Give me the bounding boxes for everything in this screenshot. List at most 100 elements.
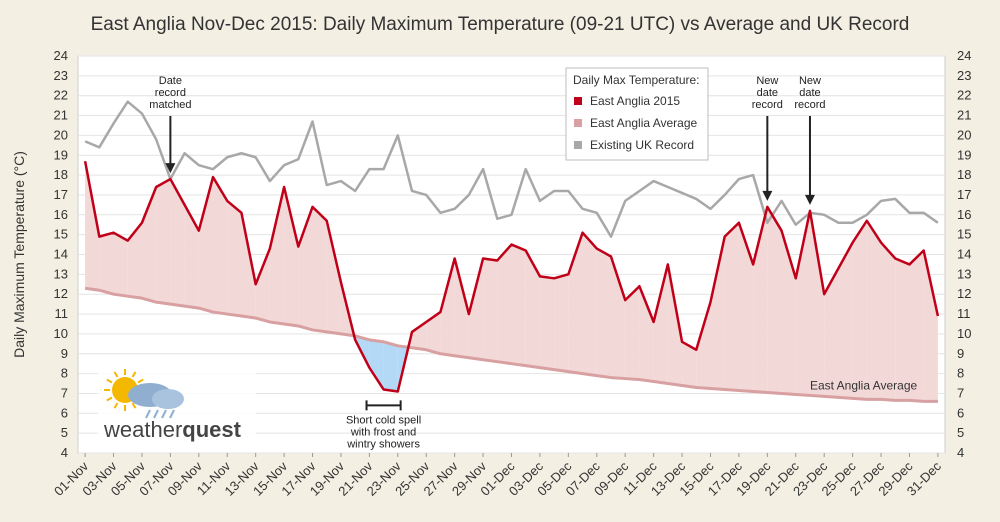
y-tick-label-left: 22: [54, 88, 68, 103]
y-tick-label-left: 10: [54, 326, 68, 341]
anomaly-fill: [454, 258, 469, 358]
anomaly-fill: [582, 232, 597, 376]
anomaly-fill: [625, 286, 640, 380]
y-tick-label-left: 4: [61, 445, 68, 460]
annotation-label: record: [794, 99, 825, 111]
sun-ray: [106, 396, 113, 402]
annotation-label: record: [752, 99, 783, 111]
series-line-2015: [83, 160, 940, 393]
legend-entry: Existing UK Record: [590, 138, 694, 152]
annotation-label: Short cold spell: [346, 414, 421, 426]
anomaly-fill: [383, 341, 398, 392]
anomaly-fill: [326, 220, 341, 334]
anomaly-fill: [198, 177, 214, 313]
anomaly-fill: [866, 220, 882, 400]
y-tick-label-left: 19: [54, 147, 68, 162]
anomaly-fill: [653, 264, 668, 384]
legend-box: [565, 67, 709, 161]
y-tick-label-right: 15: [957, 227, 971, 242]
anomaly-fill: [667, 264, 683, 386]
legend-swatch: [574, 119, 582, 127]
y-tick-label-right: 21: [957, 108, 971, 123]
anomaly-fill: [838, 242, 853, 399]
sun-ray: [131, 371, 137, 378]
annotation-label: matched: [149, 99, 191, 111]
anomaly-fill: [824, 268, 839, 398]
anomaly-fill: [369, 339, 384, 390]
series-line-uk-record: [84, 100, 939, 238]
anomaly-fill: [852, 220, 867, 400]
annotation-arrow-head: [762, 190, 773, 201]
y-tick-label-left: 9: [61, 346, 68, 361]
annotation-label: Date: [159, 75, 182, 87]
y-tick-label-right: 13: [957, 266, 971, 281]
y-tick-label-left: 18: [54, 167, 68, 182]
sun-ray: [131, 402, 137, 409]
rain-drop: [145, 409, 151, 419]
rain-drop: [153, 409, 159, 419]
anomaly-fill: [639, 286, 654, 382]
sun-ray: [113, 402, 119, 409]
anomaly-fill: [213, 177, 228, 315]
anomaly-fill: [170, 179, 185, 307]
y-tick-label-right: 9: [957, 346, 964, 361]
anomaly-fill: [881, 242, 896, 401]
y-tick-label-left: 13: [54, 266, 68, 281]
y-tick-label-right: 11: [957, 306, 971, 321]
annotation-label: wintry showers: [346, 438, 420, 450]
annotation-label: with frost and: [350, 426, 416, 438]
legend-entry: East Anglia Average: [590, 116, 698, 130]
anomaly-fill: [568, 232, 583, 374]
legend-swatch: [574, 141, 582, 149]
y-tick-label-right: 16: [957, 207, 971, 222]
anomaly-fill: [767, 206, 782, 394]
y-tick-label-right: 6: [957, 405, 964, 420]
y-tick-label-left: 6: [61, 405, 68, 420]
anomaly-fill: [255, 248, 270, 322]
anomaly-fill: [156, 179, 171, 305]
y-tick-label-right: 23: [957, 68, 971, 83]
anomaly-fill: [809, 210, 825, 397]
rain-drop: [169, 409, 175, 419]
anomaly-fill: [781, 230, 796, 395]
y-tick-label-right: 10: [957, 326, 971, 341]
anomaly-fill: [227, 200, 242, 317]
anomaly-fill: [909, 250, 924, 402]
sun-ray: [106, 378, 113, 384]
anomaly-fill: [610, 256, 626, 379]
y-tick-label-right: 19: [957, 147, 971, 162]
anomaly-fill: [795, 210, 810, 396]
anomaly-fill: [895, 258, 910, 401]
y-tick-label-right: 24: [957, 48, 971, 63]
chart-title: East Anglia Nov-Dec 2015: Daily Maximum …: [90, 14, 910, 35]
y-tick-label-left: 15: [54, 227, 68, 242]
rain-drop: [161, 409, 167, 419]
anomaly-fill: [710, 236, 725, 390]
y-tick-label-right: 4: [957, 445, 964, 460]
logo-text: weatherquest: [103, 417, 242, 442]
anomaly-fill: [738, 222, 754, 392]
anomaly-fill: [497, 244, 512, 364]
legend-title: Daily Max Temperature:: [573, 73, 700, 87]
anomaly-fill: [468, 258, 484, 360]
y-tick-label-left: 16: [54, 207, 68, 222]
annotation-arrow-head: [165, 163, 176, 174]
legend-swatch: [574, 97, 582, 105]
y-tick-label-left: 17: [54, 187, 68, 202]
y-tick-label-right: 5: [957, 425, 964, 440]
anomaly-fill: [440, 258, 455, 356]
anomaly-fill: [113, 232, 128, 297]
annotation-label: record: [155, 87, 186, 99]
y-tick-label-left: 23: [54, 68, 68, 83]
anomaly-fill: [696, 302, 711, 389]
anomaly-fill: [284, 187, 299, 326]
annotation-label: New: [756, 75, 778, 87]
y-tick-label-right: 20: [957, 127, 971, 142]
sun-ray: [137, 378, 144, 384]
annotation-label: New: [799, 75, 821, 87]
anomaly-fill: [539, 276, 555, 370]
series-line-average: [84, 286, 938, 403]
anomaly-fill: [241, 212, 256, 319]
anomaly-fill: [682, 341, 697, 388]
